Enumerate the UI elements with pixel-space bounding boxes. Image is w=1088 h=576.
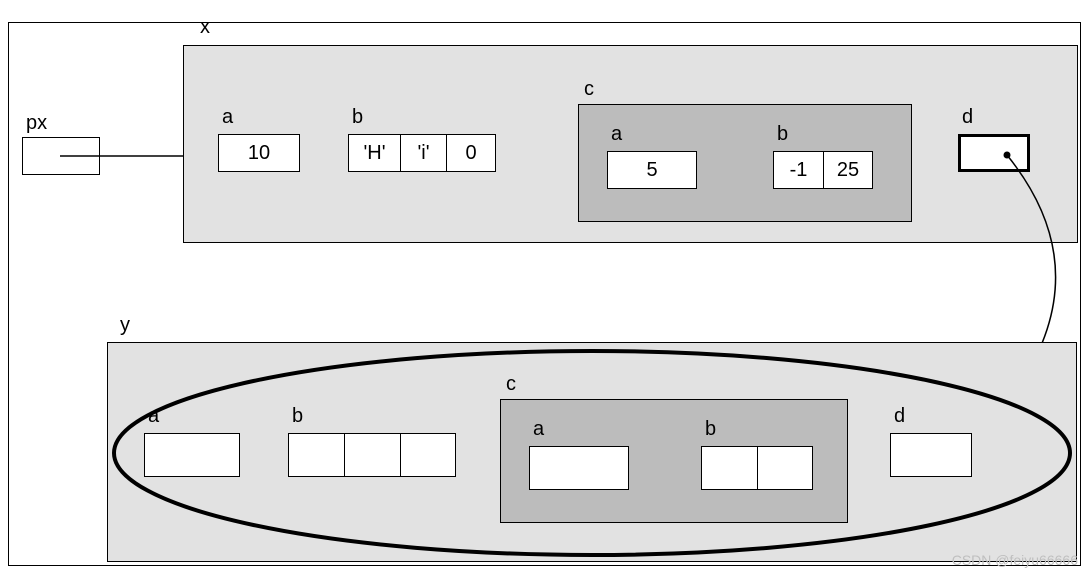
x-d-label: d: [962, 106, 973, 129]
y-box: a b c a b d: [107, 342, 1077, 562]
px-label: px: [26, 112, 47, 135]
y-b-cell-2: [400, 433, 456, 477]
x-c-a-cell: 5: [607, 151, 697, 189]
y-c-b-cell-0: [701, 446, 757, 490]
y-c-b-cell-1: [757, 446, 813, 490]
y-b-array: [288, 433, 456, 477]
x-label: x: [200, 16, 210, 39]
x-a-value: 10: [248, 142, 270, 165]
x-c-box: a 5 b -1 25: [578, 104, 912, 222]
x-c-a-label: a: [611, 123, 622, 146]
y-b-cell-1: [344, 433, 400, 477]
y-c-b-label: b: [705, 418, 716, 441]
x-b-label: b: [352, 106, 363, 129]
x-c-b-array: -1 25: [773, 151, 873, 189]
y-d-cell: [890, 433, 972, 477]
x-a-cell: 10: [218, 134, 300, 172]
y-c-b-array: [701, 446, 813, 490]
watermark: CSDN @feiyu66666: [952, 552, 1078, 568]
y-c-a-cell: [529, 446, 629, 490]
x-c-b-cell-0: -1: [773, 151, 823, 189]
x-c-a-value: 5: [646, 159, 657, 182]
x-b-cell-0: 'H': [348, 134, 400, 172]
x-b-cell-2: 0: [446, 134, 496, 172]
y-d-label: d: [894, 405, 905, 428]
x-a-label: a: [222, 106, 233, 129]
x-box: a 10 b 'H' 'i' 0 c a 5 b -1 25 d: [183, 45, 1078, 243]
x-c-b-label: b: [777, 123, 788, 146]
y-label: y: [120, 314, 130, 337]
y-b-cell-0: [288, 433, 344, 477]
y-a-label: a: [148, 405, 159, 428]
x-c-label: c: [584, 78, 594, 101]
y-a-cell: [144, 433, 240, 477]
y-c-box: a b: [500, 399, 848, 523]
y-b-label: b: [292, 405, 303, 428]
y-c-a-label: a: [533, 418, 544, 441]
x-c-b-cell-1: 25: [823, 151, 873, 189]
px-box: [22, 137, 100, 175]
x-b-cell-1: 'i': [400, 134, 446, 172]
y-c-label: c: [506, 373, 516, 396]
x-d-cell: [958, 134, 1030, 172]
x-b-array: 'H' 'i' 0: [348, 134, 496, 172]
